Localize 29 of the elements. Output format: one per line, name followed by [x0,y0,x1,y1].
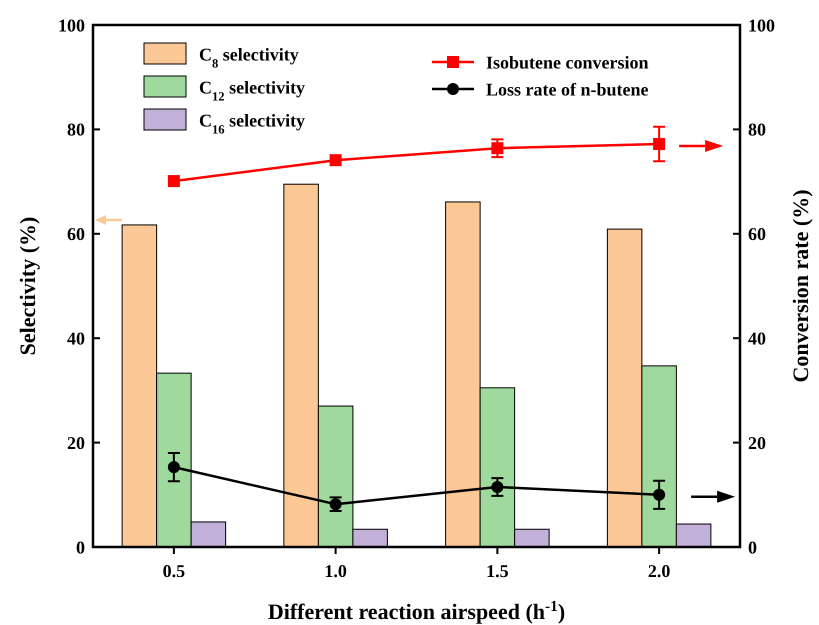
y2-tick-label: 0 [748,537,757,558]
legend-label: C$_{12}$ selectivity [199,77,306,104]
point [653,488,666,501]
x-tick-label: 0.5 [162,561,186,581]
point [168,175,180,188]
y-tick-label: 60 [67,224,85,244]
y2-tick-label: 60 [748,224,766,244]
y-tick-label: 40 [67,328,85,348]
x-axis-title: Different reaction airspeed (h$^{-1}$) [268,598,566,624]
y-tick-label: 20 [67,432,85,453]
y-tick-label: 0 [76,537,85,558]
y2-tick-label: 80 [748,120,766,140]
y2-axis-title: Conversion rate (%) [788,189,813,383]
legend-label: Isobutene conversion [486,52,649,72]
y2-tick-label: 40 [748,328,766,348]
legend-label: Loss rate of n-butene [486,79,649,100]
point [168,461,180,474]
y-axis-title: Selectivity (%) [15,216,40,356]
x-tick-label: 2.0 [648,561,670,581]
x-tick-label: 1.5 [486,561,509,581]
x-tick-label: 1.0 [324,561,347,581]
legend-label: C$_{16}$ selectivity [199,110,306,136]
point [653,138,666,150]
y2-tick-label: 20 [748,432,766,453]
legend-label: C$_{8}$ selectivity [199,44,299,70]
y2-tick-label: 100 [748,15,775,36]
y-tick-label: 80 [67,120,85,140]
y-tick-label: 100 [58,15,85,36]
point [330,154,342,166]
